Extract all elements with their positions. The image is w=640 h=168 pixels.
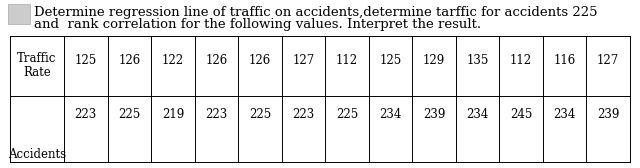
- Text: 223: 223: [292, 108, 315, 120]
- Text: 125: 125: [380, 53, 402, 67]
- Text: 135: 135: [467, 53, 489, 67]
- FancyBboxPatch shape: [8, 4, 30, 24]
- Text: 122: 122: [162, 53, 184, 67]
- Text: 126: 126: [249, 53, 271, 67]
- Text: 234: 234: [467, 108, 489, 120]
- Text: Accidents: Accidents: [8, 148, 66, 160]
- Text: Rate: Rate: [23, 67, 51, 79]
- Text: Determine regression line of traffic on accidents,determine tarffic for accident: Determine regression line of traffic on …: [34, 6, 598, 19]
- Text: Traffic: Traffic: [17, 52, 57, 66]
- Text: 225: 225: [336, 108, 358, 120]
- Text: 127: 127: [292, 53, 315, 67]
- Text: 129: 129: [423, 53, 445, 67]
- Text: 116: 116: [554, 53, 576, 67]
- Text: 225: 225: [249, 108, 271, 120]
- Text: 125: 125: [75, 53, 97, 67]
- Text: 127: 127: [597, 53, 620, 67]
- Text: 223: 223: [75, 108, 97, 120]
- Text: 126: 126: [205, 53, 227, 67]
- Text: 239: 239: [423, 108, 445, 120]
- Text: 112: 112: [336, 53, 358, 67]
- Text: 223: 223: [205, 108, 227, 120]
- Text: 234: 234: [554, 108, 576, 120]
- Text: and  rank correlation for the following values. Interpret the result.: and rank correlation for the following v…: [34, 18, 481, 31]
- Text: 112: 112: [510, 53, 532, 67]
- Text: 239: 239: [597, 108, 620, 120]
- Text: 234: 234: [380, 108, 402, 120]
- Text: 126: 126: [118, 53, 140, 67]
- Text: 225: 225: [118, 108, 140, 120]
- Text: 219: 219: [162, 108, 184, 120]
- Text: 245: 245: [510, 108, 532, 120]
